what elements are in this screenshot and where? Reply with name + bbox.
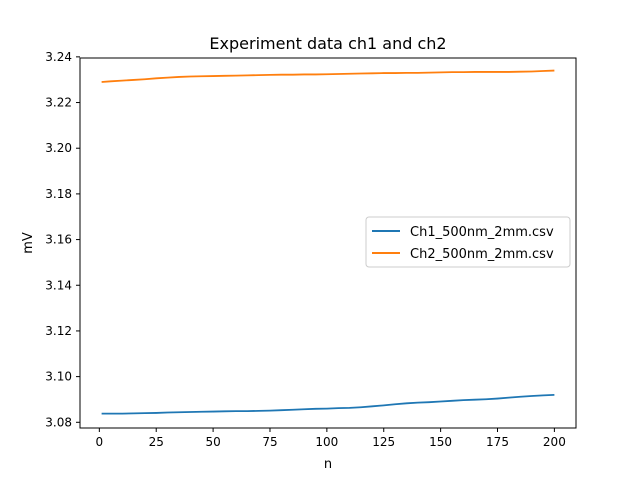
y-tick-label: 3.14 [45,278,72,292]
y-tick-label: 3.08 [45,415,72,429]
y-tick-label: 3.12 [45,324,72,338]
x-tick-label: 125 [372,435,395,449]
x-tick-label: 75 [262,435,277,449]
x-tick-label: 150 [429,435,452,449]
y-tick-label: 3.18 [45,187,72,201]
legend-box [365,216,571,268]
y-axis-label: mV [21,232,36,254]
series-layer [101,69,555,415]
x-tick-label: 50 [205,435,220,449]
plot-area [79,57,577,429]
legend: Ch1_500nm_2mm.csv Ch2_500nm_2mm.csv [365,216,571,268]
legend-label-ch2: Ch2_500nm_2mm.csv [410,247,554,262]
y-tick-label: 3.20 [45,141,72,155]
y-axis: 3.08 3.10 3.12 3.14 3.16 3.18 3.20 3.22 3.24 [45,50,80,429]
y-tick-label: 3.16 [45,233,72,247]
x-tick-label: 200 [543,435,566,449]
series-line-ch2 [101,69,555,83]
legend-label-ch1: Ch1_500nm_2mm.csv [410,225,554,240]
x-tick-label: 25 [149,435,164,449]
y-tick-label: 3.22 [45,96,72,110]
x-tick-label: 175 [486,435,509,449]
x-axis: 0 25 50 75 100 125 150 175 200 [96,428,566,449]
y-tick-label: 3.24 [45,50,72,64]
x-tick-label: 100 [315,435,338,449]
series-line-ch1 [101,393,555,415]
x-tick-label: 0 [96,435,104,449]
chart-title: Experiment data ch1 and ch2 [209,34,446,53]
y-tick-label: 3.10 [45,370,72,384]
plot-frame [79,57,577,429]
x-axis-label: n [324,457,332,472]
